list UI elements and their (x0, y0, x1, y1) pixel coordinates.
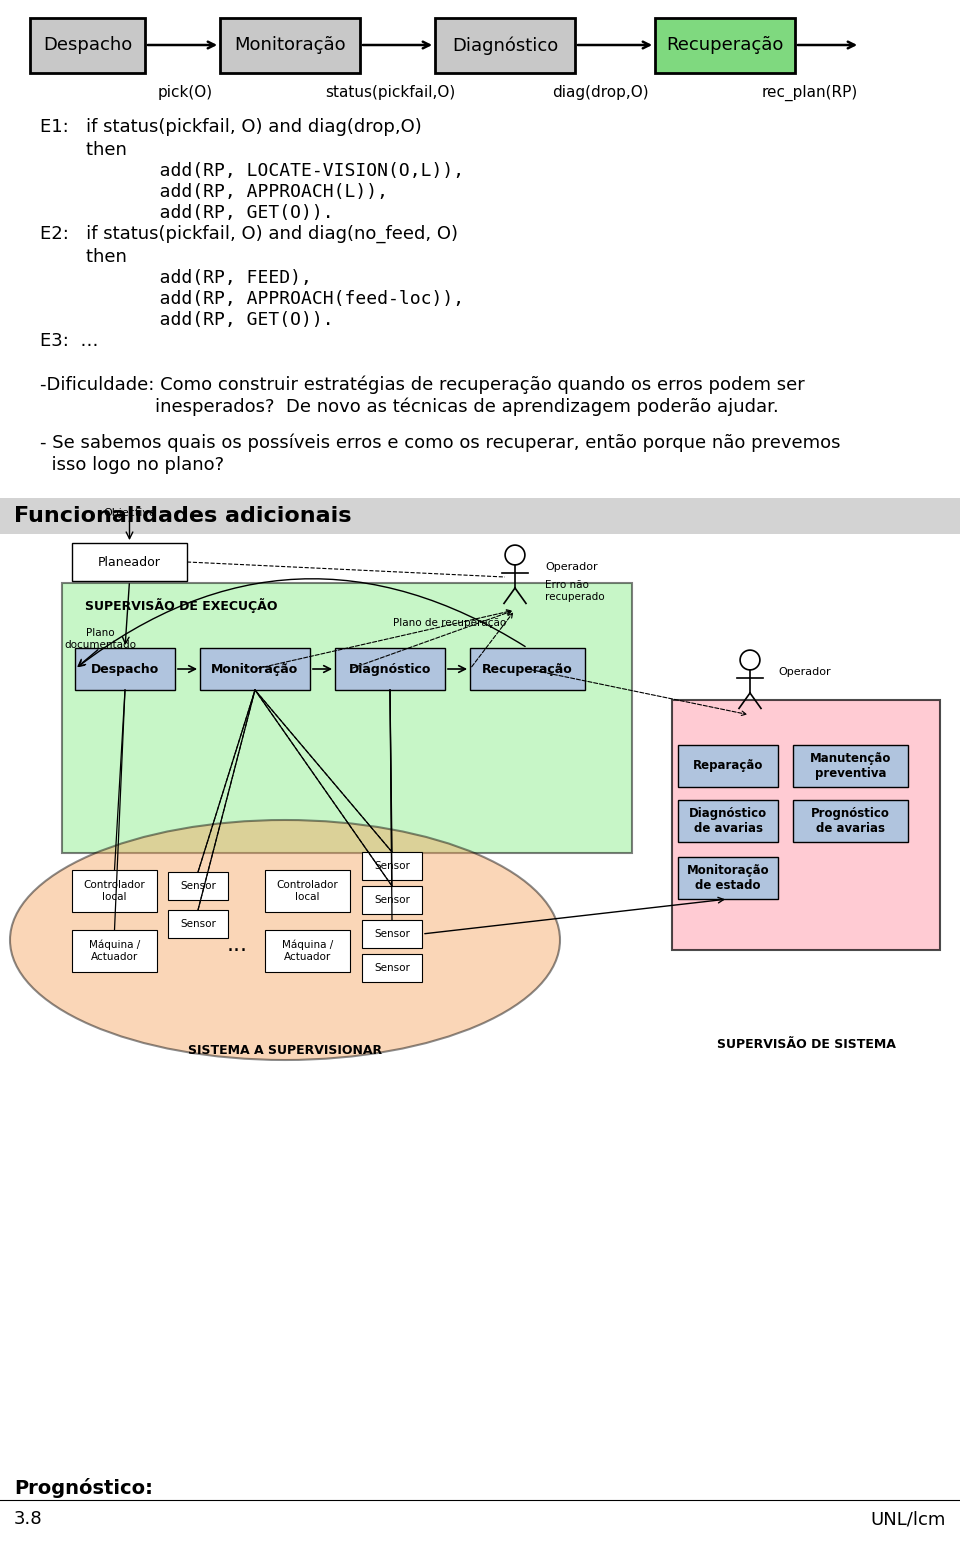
Text: Despacho: Despacho (43, 37, 132, 54)
Text: add(RP, FEED),: add(RP, FEED), (40, 269, 312, 287)
Bar (793, 800, 908, 842)
Bar (62, 582, 632, 853)
Text: Controlador
local: Controlador local (276, 881, 338, 902)
Text: E1:   if status(pickfail, O) and diag(drop,O): E1: if status(pickfail, O) and diag(drop… (40, 117, 421, 136)
Text: inesperados?  De novo as técnicas de aprendizagem poderão ajudar.: inesperados? De novo as técnicas de apre… (40, 399, 779, 417)
Text: Despacho: Despacho (91, 663, 159, 675)
Text: Plano de recuperação: Plano de recuperação (394, 618, 507, 627)
Bar (362, 851, 422, 881)
Text: Sensor: Sensor (374, 895, 410, 905)
Text: SISTEMA A SUPERVISIONAR: SISTEMA A SUPERVISIONAR (188, 1044, 382, 1057)
Bar (168, 910, 228, 938)
Bar (0, 497, 960, 535)
Bar (362, 919, 422, 949)
Bar (75, 647, 175, 691)
Text: rec_plan(RP): rec_plan(RP) (762, 85, 858, 102)
Text: add(RP, APPROACH(L)),: add(RP, APPROACH(L)), (40, 182, 388, 201)
Bar (655, 19, 795, 73)
Ellipse shape (10, 820, 560, 1060)
Bar (168, 871, 228, 901)
Text: Sensor: Sensor (374, 929, 410, 939)
Bar (265, 930, 350, 972)
Text: Recuperação: Recuperação (482, 663, 573, 675)
Text: then: then (40, 141, 127, 159)
Text: SUPERVISÃO DE EXECUÇÃO: SUPERVISÃO DE EXECUÇÃO (85, 598, 277, 613)
Bar (72, 870, 157, 912)
Text: Sensor: Sensor (180, 881, 216, 891)
Text: add(RP, GET(O)).: add(RP, GET(O)). (40, 204, 334, 222)
Text: E3:  …: E3: … (40, 332, 99, 351)
Text: Sensor: Sensor (180, 919, 216, 929)
Text: Diagnóstico
de avarias: Diagnóstico de avarias (689, 806, 767, 834)
Bar (220, 19, 360, 73)
Bar (72, 542, 187, 581)
Bar (200, 647, 310, 691)
Text: add(RP, APPROACH(feed-loc)),: add(RP, APPROACH(feed-loc)), (40, 290, 464, 307)
Bar (30, 19, 145, 73)
Text: - Se sabemos quais os possíveis erros e como os recuperar, então porque não prev: - Se sabemos quais os possíveis erros e … (40, 433, 841, 451)
Bar (470, 647, 585, 691)
Bar (362, 885, 422, 915)
Text: Prognóstico
de avarias: Prognóstico de avarias (811, 806, 890, 834)
Text: SUPERVISÃO DE SISTEMA: SUPERVISÃO DE SISTEMA (716, 1038, 896, 1051)
Text: Diagnóstico: Diagnóstico (452, 36, 558, 54)
Text: Máquina /
Actuador: Máquina / Actuador (89, 939, 140, 963)
Text: 3.8: 3.8 (14, 1509, 42, 1528)
Text: Monitoração
de estado: Monitoração de estado (686, 864, 769, 891)
Bar (335, 647, 445, 691)
Text: UNL/lcm: UNL/lcm (871, 1509, 946, 1528)
Text: Recuperação: Recuperação (666, 37, 783, 54)
Text: Controlador
local: Controlador local (84, 881, 145, 902)
Text: add(RP, GET(O)).: add(RP, GET(O)). (40, 311, 334, 329)
Bar (72, 930, 157, 972)
Text: Erro não
recuperado: Erro não recuperado (545, 579, 605, 601)
Text: isso logo no plano?: isso logo no plano? (40, 456, 224, 474)
Text: Manutenção
preventiva: Manutenção preventiva (810, 752, 891, 780)
Text: Sensor: Sensor (374, 861, 410, 871)
Text: Diagnóstico: Diagnóstico (348, 663, 431, 675)
Bar (678, 857, 778, 899)
Text: Funcionalidades adicionais: Funcionalidades adicionais (14, 507, 351, 525)
Bar (678, 745, 778, 786)
Text: Planeador: Planeador (98, 556, 161, 569)
Text: Operador: Operador (545, 562, 598, 572)
Bar (672, 700, 940, 950)
Bar (678, 800, 778, 842)
Bar (265, 870, 350, 912)
Text: status(pickfail,O): status(pickfail,O) (324, 85, 455, 100)
Text: Sensor: Sensor (374, 963, 410, 973)
Text: then: then (40, 249, 127, 266)
Text: add(RP, LOCATE-VISION(O,L)),: add(RP, LOCATE-VISION(O,L)), (40, 162, 464, 181)
Text: Máquina /
Actuador: Máquina / Actuador (282, 939, 333, 963)
Text: diag(drop,O): diag(drop,O) (552, 85, 648, 100)
Text: Reparação: Reparação (693, 760, 763, 772)
Text: Monitoração: Monitoração (211, 663, 299, 675)
Text: -Dificuldade: Como construir estratégias de recuperação quando os erros podem se: -Dificuldade: Como construir estratégias… (40, 375, 804, 394)
Text: Objectivo: Objectivo (104, 508, 156, 518)
Text: Plano
documentado: Plano documentado (64, 627, 136, 649)
Text: pick(O): pick(O) (157, 85, 212, 100)
Bar (793, 745, 908, 786)
Text: Operador: Operador (778, 667, 830, 677)
Text: Prognóstico:: Prognóstico: (14, 1479, 153, 1499)
Text: Monitoração: Monitoração (234, 37, 346, 54)
Bar (435, 19, 575, 73)
Bar (362, 953, 422, 983)
Text: ...: ... (227, 935, 248, 955)
Text: E2:   if status(pickfail, O) and diag(no_feed, O): E2: if status(pickfail, O) and diag(no_f… (40, 226, 458, 243)
